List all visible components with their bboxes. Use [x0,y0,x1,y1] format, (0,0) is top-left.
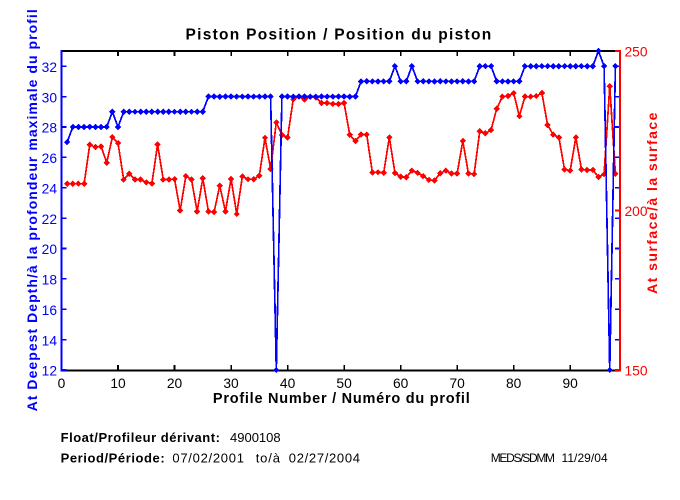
svg-text:250: 250 [625,45,648,60]
svg-text:40: 40 [280,376,296,391]
svg-text:28: 28 [42,121,58,136]
svg-text:30: 30 [42,90,58,105]
svg-text:Piston Position / Position du: Piston Position / Position du piston [186,27,493,44]
svg-text:Float/Profileur dérivant:: Float/Profileur dérivant: [61,430,221,445]
svg-text:02/27/2004: 02/27/2004 [289,451,361,466]
svg-text:07/02/2001: 07/02/2001 [172,451,244,466]
svg-text:12: 12 [42,364,57,379]
svg-text:80: 80 [506,376,522,391]
svg-text:26: 26 [42,151,58,166]
svg-text:Profile Number / Numéro du pro: Profile Number / Numéro du profil [213,391,471,407]
svg-text:4900108: 4900108 [230,430,281,445]
svg-text:50: 50 [336,376,352,391]
svg-text:24: 24 [42,181,58,196]
svg-text:60: 60 [393,376,409,391]
svg-text:MEDS/SDMM: MEDS/SDMM [491,451,555,465]
svg-text:200: 200 [625,204,648,219]
svg-text:18: 18 [42,273,58,288]
svg-text:11/29/04: 11/29/04 [562,451,608,465]
svg-text:At surface/à la surface: At surface/à la surface [644,111,660,294]
svg-text:30: 30 [223,376,239,391]
svg-text:20: 20 [42,242,58,257]
svg-text:Period/Période:: Period/Période: [61,451,166,466]
svg-text:90: 90 [563,376,579,391]
svg-text:to/à: to/à [256,451,281,466]
svg-text:22: 22 [42,212,57,227]
svg-text:150: 150 [625,364,648,379]
svg-text:16: 16 [42,303,58,318]
svg-text:At Deepest Depth/à la profonde: At Deepest Depth/à la profondeur maximal… [24,8,40,411]
svg-text:0: 0 [58,376,66,391]
svg-text:10: 10 [110,376,126,391]
svg-text:20: 20 [167,376,183,391]
svg-text:32: 32 [42,60,57,75]
svg-text:70: 70 [449,376,465,391]
svg-text:14: 14 [42,333,58,348]
